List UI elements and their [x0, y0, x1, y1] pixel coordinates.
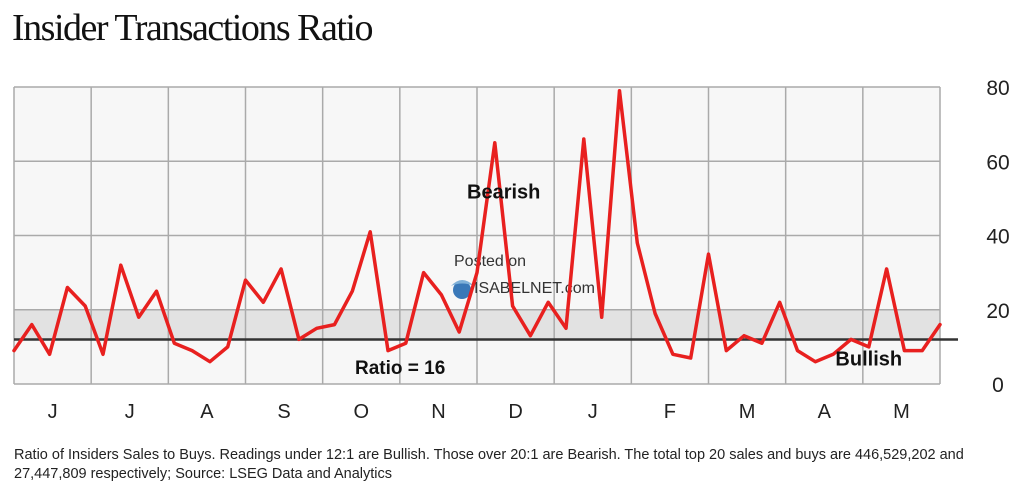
annotations: Bearish Bullish	[467, 181, 902, 370]
x-tick-label: O	[353, 401, 369, 423]
footnote: Ratio of Insiders Sales to Buys. Reading…	[14, 447, 964, 482]
y-tick-label: 0	[992, 374, 1004, 397]
x-tick-label: N	[431, 401, 445, 423]
y-tick-label: 20	[986, 300, 1009, 323]
y-tick-label: 60	[986, 151, 1009, 174]
x-tick-label: F	[664, 401, 676, 423]
x-tick-label: A	[200, 401, 214, 423]
x-tick-label: J	[125, 401, 135, 423]
isabelnet-logo-icon	[453, 281, 471, 299]
horizontal-gridlines	[14, 86, 940, 385]
x-tick-label: J	[48, 401, 58, 423]
y-axis-tick-labels: 0 20 40 60 80	[986, 77, 1009, 397]
x-tick-label: S	[277, 401, 290, 423]
x-tick-label: J	[588, 401, 598, 423]
watermark-line1: Posted on	[454, 253, 526, 270]
series-line	[12, 88, 942, 364]
x-tick-label: D	[508, 401, 522, 423]
y-tick-label: 40	[986, 226, 1009, 249]
annotation-bearish: Bearish	[467, 181, 540, 203]
y-tick-label: 80	[986, 77, 1009, 100]
annotation-bullish: Bullish	[835, 348, 902, 370]
ratio-label: Ratio = 16	[355, 358, 445, 379]
isabelnet-logo-swoosh-icon	[451, 280, 474, 286]
x-tick-label: A	[818, 401, 832, 423]
watermark-line2: ISABELNET.com	[474, 280, 595, 297]
insider-ratio-line	[12, 88, 942, 364]
chart-title: Insider Transactions Ratio	[12, 7, 373, 49]
x-tick-label: M	[739, 401, 756, 423]
x-tick-label: M	[893, 401, 910, 423]
